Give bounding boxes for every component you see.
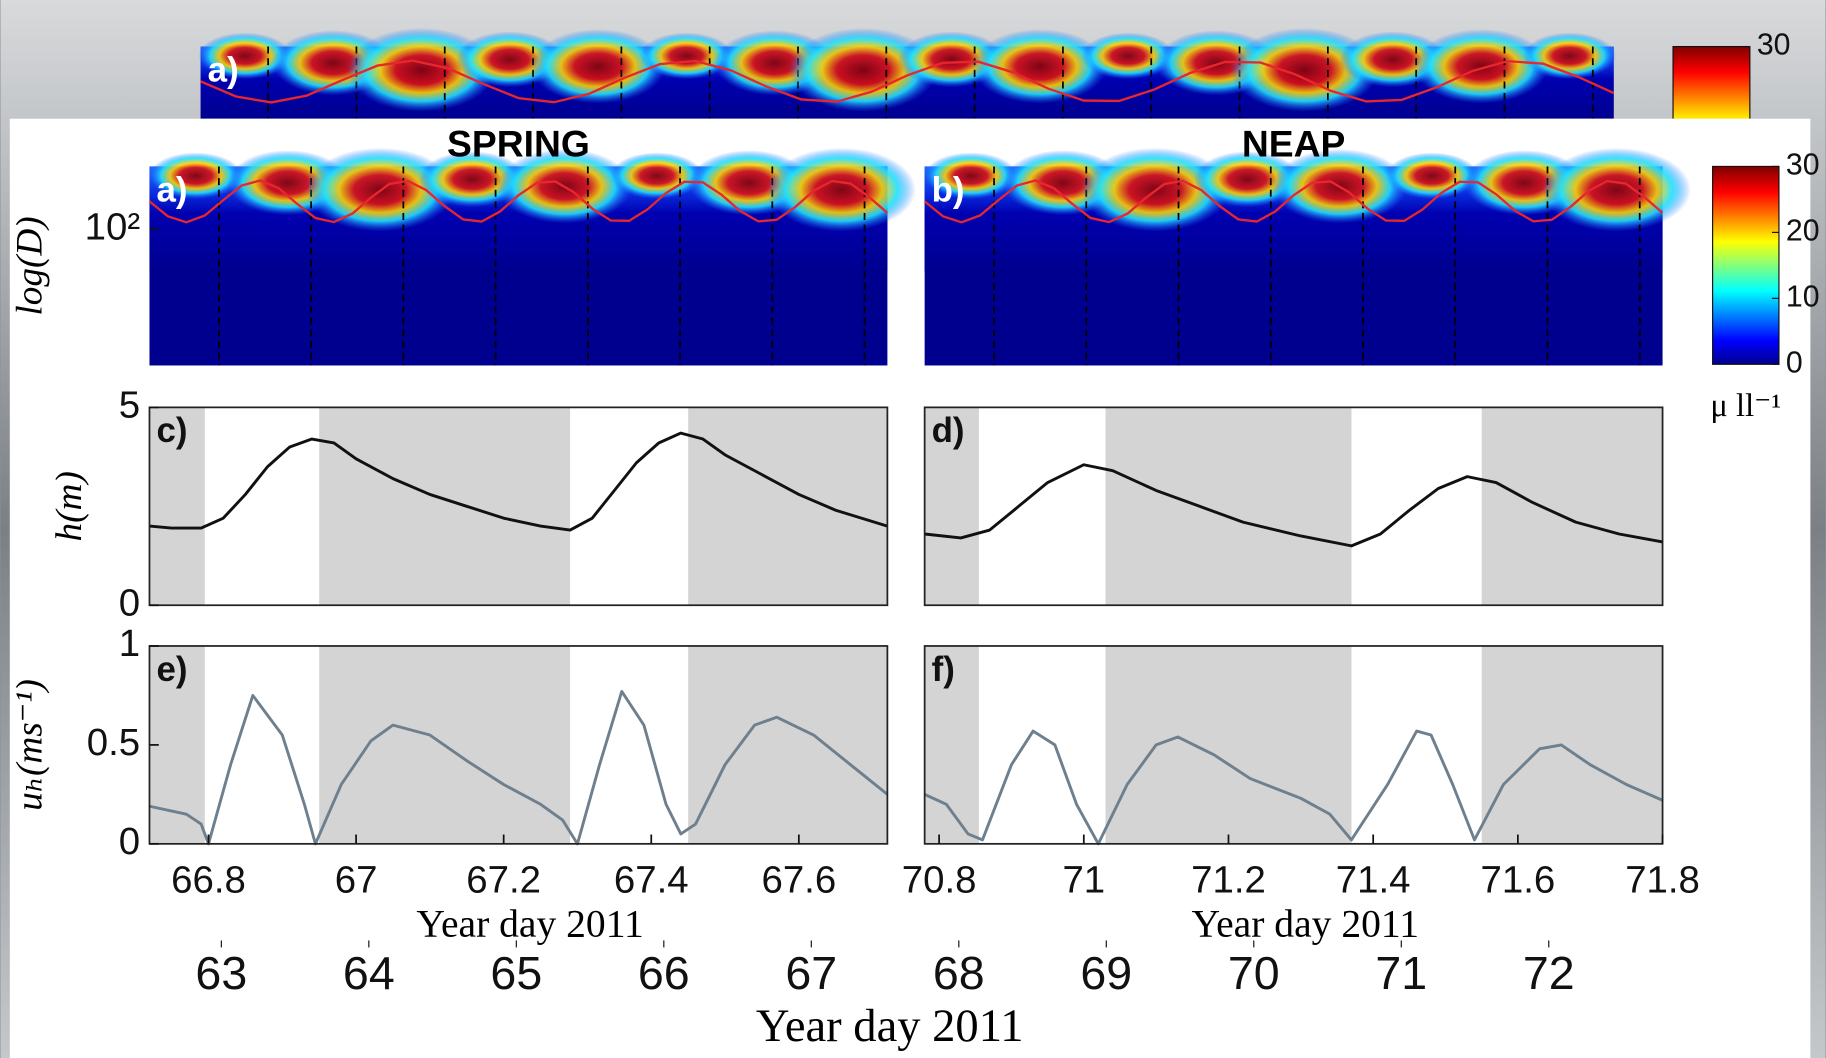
heatmap-blob — [1385, 152, 1479, 200]
panel-label: a) — [156, 170, 187, 209]
panel-label: e) — [156, 650, 187, 689]
colorbar — [1712, 165, 1780, 365]
plot-frame — [148, 406, 889, 607]
heatmap-blob — [610, 152, 704, 200]
x-tick-label: 71 — [1062, 858, 1105, 901]
heatmap-blob — [639, 32, 733, 80]
panel-title: SPRING — [447, 122, 590, 164]
heatmap-blob — [149, 152, 243, 200]
y-axis-label: uₕ(ms⁻¹) — [10, 679, 51, 811]
panel-label: f) — [932, 650, 955, 689]
y-tick-label: 0 — [119, 820, 140, 863]
x-tick-label: 67.6 — [761, 858, 836, 901]
heatmap-blob — [766, 147, 916, 232]
ebb-shading — [688, 645, 888, 844]
heatmap-blob — [972, 29, 1108, 104]
heatmap-blob — [346, 27, 496, 112]
depth-line — [200, 59, 1615, 104]
colorbar-tick-label: 20 — [1786, 214, 1820, 247]
y-tick-label: 0.5 — [87, 721, 140, 764]
panel-label: b) — [932, 170, 965, 209]
heatmap-blob — [924, 152, 1018, 200]
x-tick-label: 66.8 — [171, 858, 246, 901]
heatmap-blob — [1413, 29, 1549, 104]
ebb-shading — [1481, 407, 1663, 606]
x-tick-label: 70 — [1228, 947, 1280, 999]
colorbar — [1672, 45, 1751, 119]
x-axis-label: Year day 2011 — [1192, 902, 1419, 946]
x-tick-label: 63 — [195, 947, 247, 999]
x-tick-label: 67 — [335, 858, 378, 901]
heatmap-blob — [1541, 147, 1691, 232]
y-tick-label: 10² — [85, 206, 141, 249]
panel-label: c) — [156, 411, 187, 450]
x-tick-label: 67 — [785, 947, 837, 999]
depth-line — [148, 179, 889, 224]
y-tick-label: 1 — [119, 622, 140, 665]
x-tick-label: 71.8 — [1625, 858, 1700, 901]
background-panel: a) 30 — [198, 27, 1791, 119]
plot-frame — [923, 645, 1664, 845]
y-axis-label: log(D) — [10, 216, 51, 315]
x-tick-label: 72 — [1523, 947, 1575, 999]
y-tick-label: 0 — [119, 581, 140, 624]
x-tick-label: 65 — [490, 947, 542, 999]
x-tick-label: 71 — [1375, 947, 1427, 999]
depth-line — [923, 179, 1664, 224]
colorbar-tick-label: 30 — [1786, 148, 1820, 181]
ebb-shading — [924, 407, 979, 606]
x-tick-label: 68 — [933, 947, 985, 999]
colorbar-label: μ ll⁻¹ — [1710, 388, 1781, 424]
curve — [924, 463, 1663, 548]
x-tick-label: 67.4 — [614, 858, 689, 901]
colorbar-tick-label: 10 — [1786, 280, 1820, 313]
colorbar-tick-label: 0 — [1786, 346, 1803, 379]
x-tick-label: 71.2 — [1191, 858, 1266, 901]
plot-frame — [923, 406, 1664, 607]
ebb-shading — [1105, 407, 1352, 606]
x-tick-label: 69 — [1080, 947, 1132, 999]
ebb-shading — [1105, 645, 1352, 844]
y-tick-label: 5 — [119, 384, 140, 427]
x-tick-label: 71.6 — [1481, 858, 1556, 901]
x-tick-label: 67.2 — [466, 858, 541, 901]
x-tick-label: 64 — [343, 947, 395, 999]
ebb-shading — [319, 407, 571, 606]
colorbar-tick-label: 30 — [1757, 29, 1791, 62]
ebb-shading — [149, 407, 205, 606]
curve — [149, 431, 888, 532]
x-axis-label: Year day 2011 — [416, 902, 643, 946]
heatmap-blob — [530, 29, 666, 104]
x-axis-label: Year day 2011 — [756, 1001, 1024, 1052]
heatmap-blob — [1230, 27, 1380, 112]
x-tick-label: 70.8 — [902, 858, 977, 901]
heatmap-blob — [788, 27, 938, 112]
heatmap-blob — [1522, 32, 1617, 80]
x-tick-label: 71.4 — [1336, 858, 1411, 901]
x-tick-label: 66 — [638, 947, 690, 999]
panel-label: d) — [932, 411, 965, 450]
plot-frame — [148, 645, 889, 845]
ebb-shading — [688, 407, 888, 606]
heatmap-blob — [198, 32, 292, 80]
curve — [924, 729, 1664, 846]
heatmap-blob — [1081, 32, 1175, 80]
ebb-shading — [1481, 645, 1663, 844]
y-axis-label: h(m) — [49, 471, 90, 541]
panel-title: NEAP — [1242, 122, 1345, 164]
curve — [149, 690, 889, 846]
panel-label: a) — [208, 50, 239, 89]
